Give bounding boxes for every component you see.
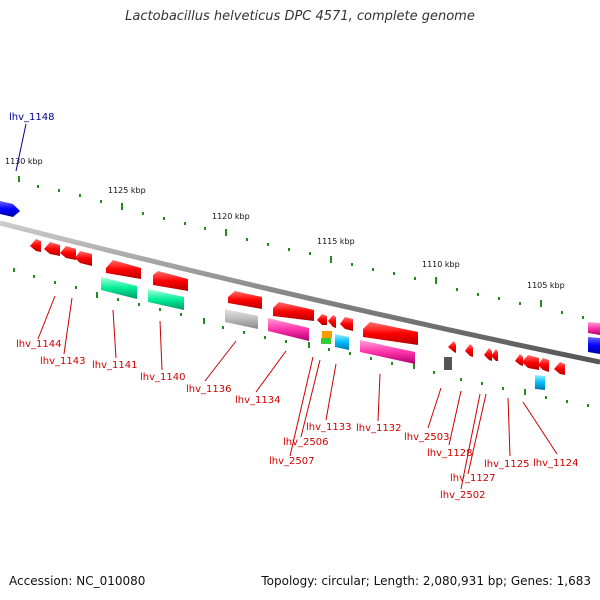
- gene-arrow[interactable]: [363, 322, 418, 345]
- leader-line: [300, 359, 321, 438]
- gene-arrow[interactable]: [515, 354, 523, 366]
- rrna-block[interactable]: [588, 322, 600, 335]
- gene-arrow[interactable]: [228, 291, 262, 309]
- scale-tick-label: 1115 kbp: [317, 237, 355, 246]
- gene-arrow[interactable]: [465, 344, 473, 357]
- gene-arrow[interactable]: [328, 315, 336, 328]
- trna-block[interactable]: [148, 289, 184, 310]
- leader-line: [522, 401, 558, 455]
- gene-arrow[interactable]: [317, 314, 327, 325]
- outer-tick-row: [18, 176, 542, 307]
- gene-label[interactable]: lhv_2506: [283, 437, 328, 448]
- gene-label[interactable]: lhv_1127: [450, 473, 495, 484]
- gene-arrow[interactable]: [30, 239, 41, 252]
- gene-arrow[interactable]: [273, 302, 314, 321]
- gene-label[interactable]: lhv_1133: [306, 422, 351, 433]
- gene-label[interactable]: lhv_1144: [16, 339, 61, 350]
- gene-label[interactable]: lhv_1134: [235, 395, 280, 406]
- inner-dot-row: [13, 268, 589, 407]
- gene-arrow[interactable]: [588, 337, 600, 354]
- gene-arrow[interactable]: [75, 251, 92, 266]
- gene-label[interactable]: lhv_1128: [427, 448, 472, 459]
- trna-block[interactable]: [101, 277, 137, 299]
- gene-arrow[interactable]: [44, 242, 60, 256]
- scale-tick-label: 1110 kbp: [422, 260, 460, 269]
- gene-arrow[interactable]: [491, 349, 498, 361]
- green-block[interactable]: [321, 338, 331, 344]
- label-leader-lines: [15, 123, 558, 490]
- cyan-block[interactable]: [335, 334, 349, 350]
- gene-label[interactable]: lhv_1124: [533, 458, 578, 469]
- dark-block[interactable]: [444, 357, 452, 370]
- gene-arrow[interactable]: [448, 341, 456, 353]
- leader-line: [507, 397, 511, 457]
- genome-summary-text: Topology: circular; Length: 2,080,931 bp…: [261, 574, 591, 588]
- rrna-block[interactable]: [268, 318, 309, 341]
- gene-arrow[interactable]: [60, 246, 76, 260]
- gene-label[interactable]: lhv_2503: [404, 432, 449, 443]
- gene-label[interactable]: lhv_2502: [440, 490, 485, 501]
- orange-block[interactable]: [322, 331, 332, 338]
- leader-line: [427, 387, 442, 429]
- scale-tick-label: 1120 kbp: [212, 212, 250, 221]
- scale-tick: [330, 256, 332, 263]
- genome-backbone: [0, 220, 600, 365]
- leader-line: [377, 373, 381, 422]
- scale-tick: [121, 203, 123, 210]
- gene-arrow[interactable]: [153, 271, 188, 291]
- outer-dot-row: [37, 185, 584, 319]
- gene-arrow[interactable]: [106, 260, 141, 279]
- scale-tick-label: 1125 kbp: [108, 186, 146, 195]
- gene-arrow[interactable]: [522, 355, 539, 370]
- gene-label[interactable]: lhv_2507: [269, 456, 314, 467]
- gene-label[interactable]: lhv_1140: [140, 372, 185, 383]
- leader-line: [37, 295, 56, 340]
- scale-tick: [18, 176, 20, 182]
- leader-line: [255, 350, 287, 393]
- cyan-block[interactable]: [535, 375, 545, 390]
- leader-line: [289, 356, 314, 457]
- misc-block[interactable]: [225, 309, 258, 329]
- cds-row: [30, 239, 565, 375]
- gene-arrow[interactable]: [484, 348, 492, 361]
- gene-arrow[interactable]: [554, 362, 565, 375]
- leader-line: [159, 320, 163, 371]
- gene-label[interactable]: lhv_1136: [186, 384, 231, 395]
- leader-line: [325, 363, 337, 421]
- gene-label[interactable]: lhv_1125: [484, 459, 529, 470]
- scale-tick-label: 1105 kbp: [527, 281, 565, 290]
- leader-line: [15, 123, 27, 172]
- scale-tick: [225, 229, 227, 236]
- gene-label[interactable]: lhv_1132: [356, 423, 401, 434]
- gene-labels: lhv_1148 lhv_1144 lhv_1143 lhv_1141 lhv_…: [9, 112, 578, 501]
- gene-arrow[interactable]: [340, 317, 353, 331]
- map-title: Lactobacillus helveticus DPC 4571, compl…: [125, 9, 475, 24]
- gene-arrow[interactable]: [0, 201, 20, 217]
- scale-tick: [540, 300, 542, 307]
- gene-label[interactable]: lhv_1148: [9, 112, 54, 123]
- leader-line: [460, 393, 481, 490]
- leader-line: [467, 393, 487, 475]
- leader-line: [112, 309, 117, 359]
- accession-text: Accession: NC_010080: [9, 574, 146, 588]
- gene-label[interactable]: lhv_1141: [92, 360, 137, 371]
- gene-arrow[interactable]: [538, 358, 549, 372]
- scale-tick-label: 1130 kbp: [5, 157, 43, 166]
- scale-tick: [435, 277, 437, 284]
- leader-line: [448, 390, 462, 446]
- rrna-block[interactable]: [360, 340, 415, 364]
- leader-line: [63, 297, 73, 355]
- rna-row: [101, 277, 600, 390]
- gene-label[interactable]: lhv_1143: [40, 356, 85, 367]
- leader-line: [204, 340, 237, 382]
